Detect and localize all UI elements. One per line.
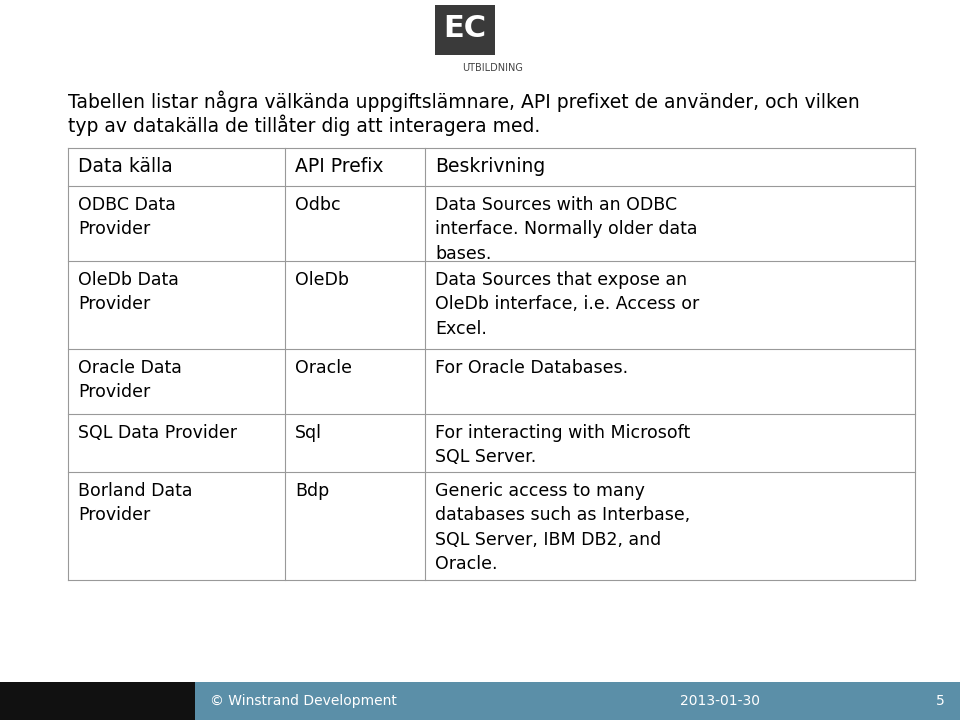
Text: Tabellen listar några välkända uppgiftslämnare, API prefixet de använder, och vi: Tabellen listar några välkända uppgiftsl… [68, 90, 860, 112]
Text: SQL Data Provider: SQL Data Provider [78, 424, 237, 442]
Text: typ av datakälla de tillåter dig att interagera med.: typ av datakälla de tillåter dig att int… [68, 114, 540, 135]
Text: Bdp: Bdp [295, 482, 329, 500]
Text: Data Sources with an ODBC
interface. Normally older data
bases.: Data Sources with an ODBC interface. Nor… [435, 196, 698, 263]
Text: © Winstrand Development: © Winstrand Development [210, 694, 396, 708]
Text: 2013-01-30: 2013-01-30 [680, 694, 760, 708]
Text: EC: EC [444, 14, 487, 43]
Text: Sql: Sql [295, 424, 322, 442]
Text: Borland Data
Provider: Borland Data Provider [78, 482, 193, 524]
Bar [0, 682, 195, 720]
Text: ODBC Data
Provider: ODBC Data Provider [78, 196, 176, 238]
Text: API Prefix: API Prefix [295, 158, 383, 176]
Text: For interacting with Microsoft
SQL Server.: For interacting with Microsoft SQL Serve… [435, 424, 690, 467]
Bar [435, 5, 494, 55]
Text: Data Sources that expose an
OleDb interface, i.e. Access or
Excel.: Data Sources that expose an OleDb interf… [435, 271, 699, 338]
Text: Odbc: Odbc [295, 196, 341, 214]
Text: Beskrivning: Beskrivning [435, 158, 545, 176]
Text: Oracle: Oracle [295, 359, 352, 377]
Text: OleDb Data
Provider: OleDb Data Provider [78, 271, 179, 313]
Text: OleDb: OleDb [295, 271, 349, 289]
Bar [195, 682, 960, 720]
Text: 5: 5 [936, 694, 945, 708]
Text: Oracle Data
Provider: Oracle Data Provider [78, 359, 181, 401]
Text: Data källa: Data källa [78, 158, 173, 176]
Text: UTBILDNING: UTBILDNING [462, 63, 523, 73]
Text: Generic access to many
databases such as Interbase,
SQL Server, IBM DB2, and
Ora: Generic access to many databases such as… [435, 482, 690, 573]
Text: For Oracle Databases.: For Oracle Databases. [435, 359, 628, 377]
